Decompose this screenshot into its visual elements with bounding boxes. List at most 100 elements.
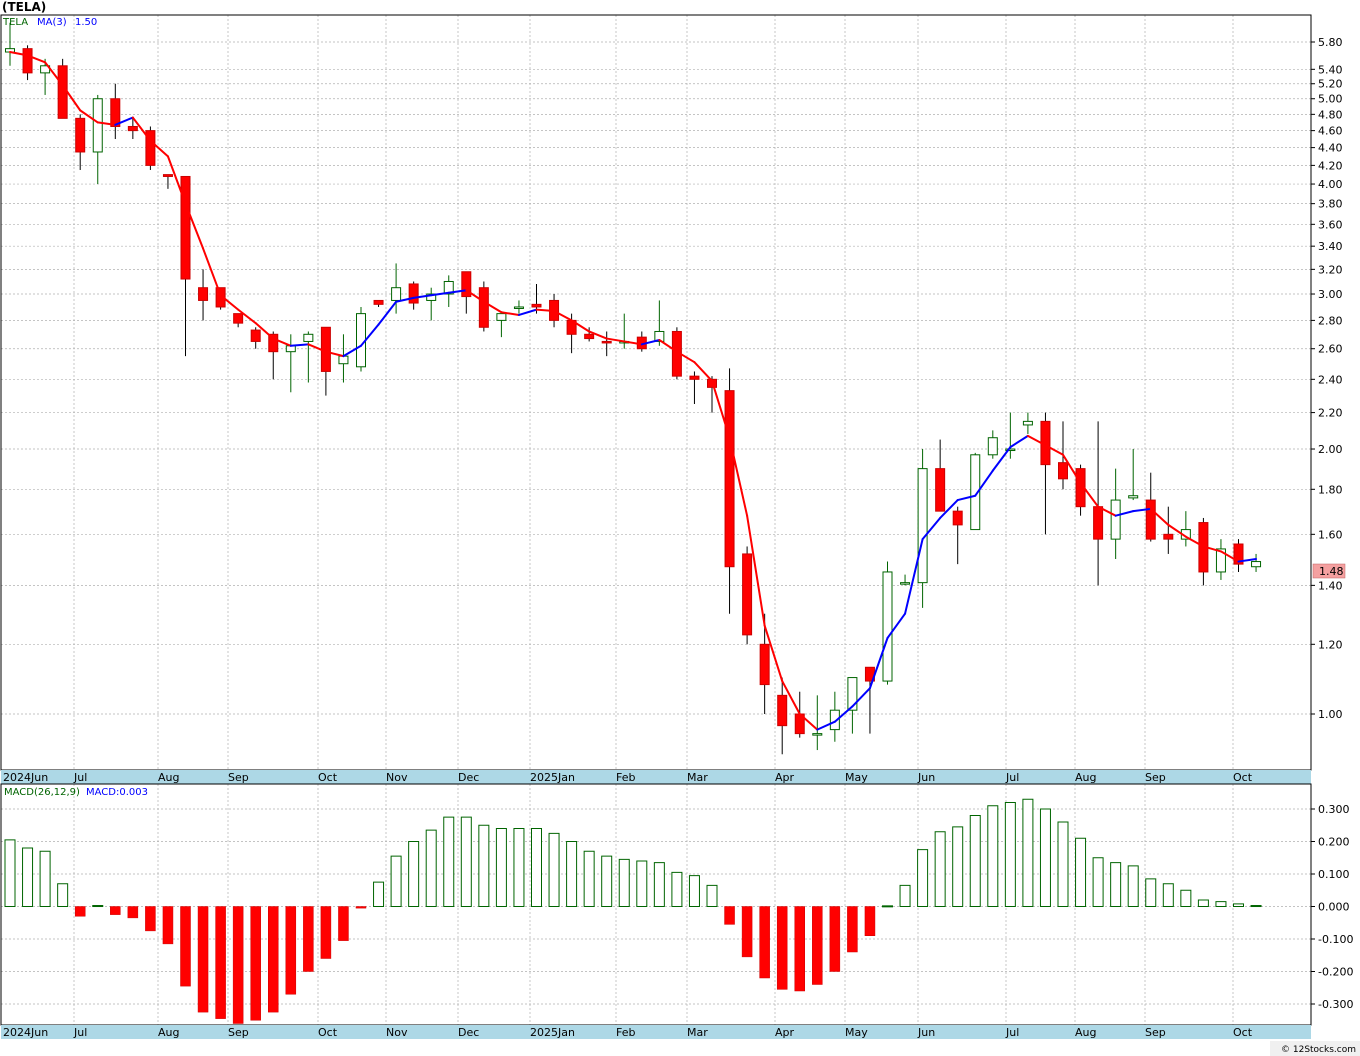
candle bbox=[987, 430, 998, 459]
macd-bars bbox=[4, 798, 1262, 1024]
ma-segment bbox=[61, 84, 82, 112]
candle bbox=[408, 281, 419, 310]
candle bbox=[689, 371, 700, 404]
x-axis-label: May bbox=[845, 771, 868, 784]
macd-bar bbox=[355, 906, 367, 909]
price-y-tick-label: 4.40 bbox=[1318, 142, 1343, 155]
x-axis-label: 2024Jun bbox=[3, 771, 48, 784]
ma-segment bbox=[833, 705, 854, 723]
candle-body bbox=[478, 287, 489, 328]
ma-segment bbox=[272, 337, 292, 347]
candle bbox=[882, 561, 893, 685]
ma-segment bbox=[202, 247, 222, 297]
price-y-tick-label: 2.20 bbox=[1318, 407, 1343, 420]
candle-body bbox=[303, 333, 314, 342]
ma-segment bbox=[342, 344, 362, 358]
macd-bar bbox=[1145, 878, 1157, 907]
candle-body bbox=[180, 175, 191, 280]
x-axis-label: Sep bbox=[228, 771, 249, 784]
x-axis-label: 2025Jan bbox=[530, 1026, 575, 1039]
candle bbox=[584, 327, 595, 342]
ma-segment bbox=[675, 350, 696, 364]
ma-segment bbox=[1219, 550, 1240, 563]
macd-bar bbox=[741, 906, 753, 958]
x-axis-label: Apr bbox=[775, 1026, 795, 1039]
macd-y-tick-label: 0.100 bbox=[1318, 868, 1350, 881]
macd-bar bbox=[847, 906, 858, 953]
price-panel: 5.80 5.40 5.20 5.00 4.80 4.60 4.40 4.20 4.00 3.80… bbox=[0, 14, 1346, 771]
x-axis-label: Aug bbox=[158, 771, 179, 784]
candle bbox=[1145, 472, 1156, 542]
candle-body bbox=[531, 303, 542, 308]
candle-body bbox=[812, 733, 823, 736]
macd-bar bbox=[180, 906, 191, 987]
candle bbox=[426, 287, 437, 321]
ma-segment bbox=[254, 322, 275, 340]
macd-bar bbox=[250, 906, 261, 1021]
candle bbox=[970, 452, 981, 531]
candle bbox=[601, 331, 612, 357]
ma-segment bbox=[553, 309, 573, 322]
macd-bar bbox=[338, 906, 349, 941]
macd-bar bbox=[57, 883, 69, 907]
x-axis-label: Mar bbox=[687, 771, 708, 784]
ma-segment bbox=[307, 343, 327, 353]
x-axis-label: Nov bbox=[386, 771, 408, 784]
candle bbox=[777, 677, 788, 755]
price-y-tick-label: 5.20 bbox=[1318, 78, 1343, 91]
macd-bar bbox=[899, 884, 911, 907]
candle-body bbox=[92, 98, 103, 153]
candle bbox=[1163, 506, 1174, 554]
ma-segment bbox=[324, 350, 345, 358]
chart-title: (TELA) bbox=[2, 0, 46, 14]
ma-segment bbox=[1167, 523, 1187, 538]
macd-bar bbox=[583, 850, 595, 907]
macd-bar bbox=[4, 839, 16, 907]
ma-segment bbox=[956, 494, 977, 502]
ma-segment bbox=[1149, 507, 1170, 526]
candle-body bbox=[250, 329, 261, 342]
ma-segment bbox=[289, 343, 310, 347]
macd-bar bbox=[1039, 808, 1051, 907]
macd-bar bbox=[22, 847, 34, 907]
candle-body bbox=[1215, 548, 1226, 573]
macd-bar bbox=[566, 841, 578, 907]
ma-segment bbox=[360, 323, 380, 347]
price-y-tick-label: 1.20 bbox=[1318, 638, 1343, 651]
candle bbox=[742, 546, 753, 645]
x-axis-label: Jul bbox=[73, 771, 87, 784]
macd-bar bbox=[1215, 901, 1227, 907]
ma-segment bbox=[623, 340, 643, 346]
candle bbox=[461, 271, 472, 314]
x-axis-label: Mar bbox=[687, 1026, 708, 1039]
price-y-tick-label: 1.40 bbox=[1318, 579, 1343, 592]
legend-ma-value: 1.50 bbox=[75, 17, 97, 28]
macd-bar bbox=[215, 906, 226, 1019]
ma-segment bbox=[96, 121, 117, 126]
ma-segment bbox=[939, 499, 959, 519]
ma-segment bbox=[114, 116, 134, 126]
candle-body bbox=[654, 330, 665, 342]
ma-segment bbox=[658, 339, 678, 353]
ma-segment bbox=[974, 469, 994, 497]
candle bbox=[145, 126, 156, 170]
macd-panel: 0.300 0.200 0.100 0.000 -0.100 -0.200 -0.300 bbox=[0, 783, 1353, 1026]
ma-segment bbox=[430, 291, 450, 297]
macd-bar bbox=[1057, 821, 1069, 907]
x-axis-label: Jul bbox=[1005, 771, 1019, 784]
macd-bar bbox=[373, 881, 385, 907]
candle-body bbox=[777, 694, 788, 727]
macd-bar bbox=[495, 828, 507, 907]
macd-bar bbox=[478, 824, 490, 907]
ma-segment bbox=[482, 300, 503, 314]
candle-body bbox=[426, 293, 437, 301]
ma-segment bbox=[763, 624, 784, 683]
candle-body bbox=[408, 283, 419, 304]
macd-bar bbox=[829, 906, 841, 972]
ma-segment bbox=[44, 61, 64, 87]
macd-bar bbox=[776, 906, 788, 990]
macd-bar bbox=[864, 906, 876, 936]
candle-body bbox=[1128, 495, 1139, 499]
ma-segment bbox=[395, 296, 415, 303]
price-y-tick-label: 1.00 bbox=[1318, 708, 1343, 721]
